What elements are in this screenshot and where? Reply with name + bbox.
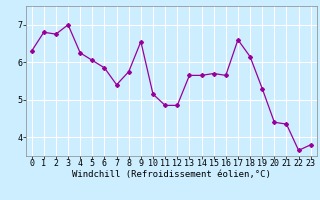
X-axis label: Windchill (Refroidissement éolien,°C): Windchill (Refroidissement éolien,°C) bbox=[72, 170, 271, 179]
